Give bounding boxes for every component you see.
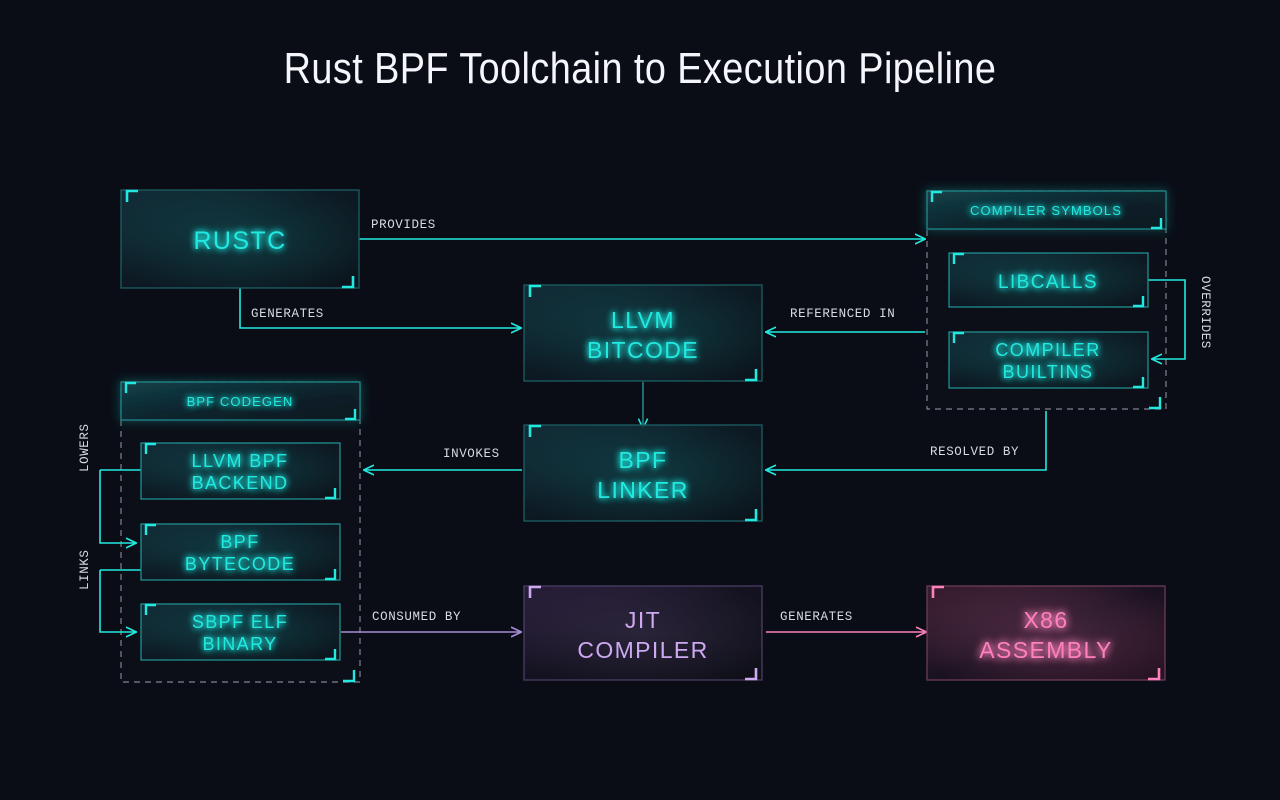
edge-links-label: LINKS: [78, 549, 92, 590]
corner-tl-icon: [528, 424, 541, 437]
node-jit-compiler-label-line2: COMPILER: [577, 637, 708, 663]
corner-br-icon: [745, 369, 758, 382]
edge-overrides-label: OVERRIDES: [1198, 276, 1212, 349]
edge-lowers-label: LOWERS: [78, 423, 92, 472]
header-corner-tl-icon: [930, 190, 942, 202]
edge-referenced-in: REFERENCED IN: [766, 306, 925, 332]
corner-tl-icon: [125, 189, 138, 202]
cluster-bpf-codegen-title: BPF CODEGEN: [187, 394, 294, 409]
edge-links: LINKS: [77, 548, 141, 632]
node-libcalls[interactable]: LIBCALLS: [948, 252, 1149, 308]
node-bpf-bytecode-label-line1: BPF: [220, 532, 259, 552]
cluster-compiler-symbols-title: COMPILER SYMBOLS: [970, 203, 1122, 218]
edge-overrides: OVERRIDES: [1148, 275, 1214, 359]
node-bpf-bytecode-glow: [141, 524, 340, 580]
node-bpf-linker-label-line2: LINKER: [597, 477, 688, 503]
corner-tl-icon: [528, 284, 541, 297]
node-compiler-builtins-glow: [949, 332, 1148, 388]
node-sbpf-elf-binary[interactable]: SBPF ELF BINARY: [140, 603, 341, 661]
node-llvm-bpf-backend-label-line2: BACKEND: [192, 473, 289, 493]
node-rustc-glow: [121, 190, 359, 288]
node-jit-compiler[interactable]: JIT COMPILER: [523, 585, 763, 681]
corner-br-icon: [325, 649, 337, 661]
node-llvm-bitcode-label-line2: BITCODE: [587, 337, 699, 363]
node-bpf-bytecode[interactable]: BPF BYTECODE: [140, 523, 341, 581]
corner-br-icon: [1133, 377, 1145, 389]
edge-provides: PROVIDES: [359, 217, 925, 239]
node-llvm-bitcode-label-line1: LLVM: [611, 307, 675, 333]
corner-tl-icon: [931, 585, 944, 598]
cluster-compiler-symbols-header: [926, 190, 1167, 230]
edge-generates-asm-label: GENERATES: [780, 610, 853, 624]
header-corner-tl-icon: [124, 381, 136, 393]
node-sbpf-elf-binary-label-line2: BINARY: [202, 634, 277, 654]
header-corner-br-icon: [1151, 218, 1163, 230]
node-bpf-linker-label-line1: BPF: [619, 447, 668, 473]
cluster-corner-br-icon: [343, 670, 356, 683]
corner-br-icon: [745, 509, 758, 522]
corner-br-icon: [342, 276, 355, 289]
edge-resolved-by-label: RESOLVED BY: [930, 445, 1019, 459]
edge-resolved-by: RESOLVED BY: [766, 411, 1047, 470]
corner-tl-icon: [144, 523, 156, 535]
node-llvm-bpf-backend[interactable]: LLVM BPF BACKEND: [140, 442, 341, 500]
corner-br-icon: [325, 488, 337, 500]
node-x86-assembly-label-line1: X86: [1023, 607, 1068, 633]
edge-consumed-by-label: CONSUMED BY: [372, 610, 461, 624]
corner-tl-icon: [952, 331, 964, 343]
corner-br-icon: [1133, 296, 1145, 308]
node-compiler-builtins-label-line2: BUILTINS: [1003, 362, 1094, 382]
edge-provides-label: PROVIDES: [371, 218, 436, 232]
node-sbpf-elf-binary-label-line1: SBPF ELF: [192, 612, 288, 632]
edge-resolved-by-line: [766, 411, 1047, 470]
node-x86-assembly[interactable]: X86 ASSEMBLY: [926, 585, 1166, 681]
edge-consumed-by: CONSUMED BY: [341, 609, 521, 632]
node-libcalls-label: LIBCALLS: [998, 272, 1098, 293]
edge-lowers-line: [99, 470, 136, 543]
node-x86-assembly-glow: [927, 586, 1165, 680]
edge-lowers: LOWERS: [77, 422, 141, 543]
node-libcalls-glow: [949, 253, 1148, 307]
corner-br-icon: [745, 668, 758, 681]
node-llvm-bpf-backend-label-line1: LLVM BPF: [192, 451, 289, 471]
node-compiler-builtins[interactable]: COMPILER BUILTINS: [948, 331, 1149, 389]
edge-generates-bitcode-label: GENERATES: [251, 307, 324, 321]
page-title: Rust BPF Toolchain to Execution Pipeline: [283, 44, 997, 93]
node-sbpf-elf-binary-glow: [141, 604, 340, 660]
cluster-corner-br-icon: [1149, 397, 1162, 410]
edge-generates-asm: GENERATES: [766, 609, 926, 632]
edge-invokes-label: INVOKES: [443, 447, 500, 461]
corner-tl-icon: [528, 585, 541, 598]
node-jit-compiler-glow: [524, 586, 762, 680]
node-x86-assembly-label-line2: ASSEMBLY: [979, 637, 1113, 663]
node-llvm-bitcode[interactable]: LLVM BITCODE: [523, 284, 763, 382]
edge-invokes: INVOKES: [364, 446, 522, 470]
corner-tl-icon: [144, 603, 156, 615]
node-jit-compiler-label-line1: JIT: [625, 607, 661, 633]
edge-referenced-in-label: REFERENCED IN: [790, 307, 895, 321]
node-llvm-bitcode-glow: [524, 285, 762, 381]
corner-tl-icon: [144, 442, 156, 454]
corner-tl-icon: [952, 252, 964, 264]
node-bpf-bytecode-label-line2: BYTECODE: [185, 554, 295, 574]
corner-br-icon: [1148, 668, 1161, 681]
header-corner-br-icon: [345, 409, 357, 421]
node-compiler-builtins-label-line1: COMPILER: [995, 340, 1100, 360]
node-bpf-linker-glow: [524, 425, 762, 521]
edge-overrides-line: [1148, 279, 1186, 359]
node-bpf-linker[interactable]: BPF LINKER: [523, 424, 763, 522]
corner-br-icon: [325, 569, 337, 581]
cluster-bpf-codegen-header: [120, 381, 361, 421]
node-rustc[interactable]: RUSTC: [120, 189, 360, 289]
edge-links-line: [99, 570, 136, 632]
edge-generates-bitcode: GENERATES: [239, 288, 521, 328]
node-rustc-label: RUSTC: [193, 227, 286, 255]
edge-generates-bitcode-line: [239, 288, 521, 328]
node-llvm-bpf-backend-glow: [141, 443, 340, 499]
